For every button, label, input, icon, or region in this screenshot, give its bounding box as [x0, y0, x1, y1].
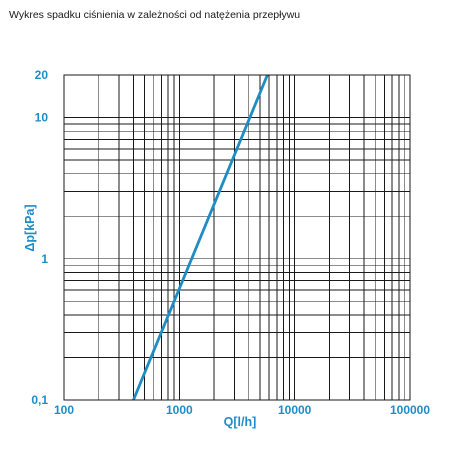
y-tick-label: 10 — [35, 111, 49, 125]
y-tick-label: 1 — [41, 252, 48, 266]
series-line — [132, 74, 269, 401]
y-axis-label: Δp[kPa] — [23, 204, 37, 251]
x-tick-label: 100000 — [390, 403, 430, 417]
series-layer — [132, 74, 269, 401]
x-tick-label: 1000 — [166, 403, 193, 417]
x-tick-labels: 100 1000 10000 100000 — [54, 403, 430, 417]
x-tick-label: 100 — [54, 403, 74, 417]
chart-title: Wykres spadku ciśnienia w zależności od … — [9, 9, 301, 21]
grid — [63, 74, 410, 401]
y-tick-label: 0,1 — [31, 393, 48, 407]
x-axis-label: Q[l/h] — [224, 415, 257, 429]
y-tick-label: 20 — [35, 68, 49, 82]
x-tick-label: 10000 — [278, 403, 312, 417]
y-tick-labels: 0,1 1 10 20 — [31, 68, 48, 407]
plot-frame — [63, 74, 411, 401]
